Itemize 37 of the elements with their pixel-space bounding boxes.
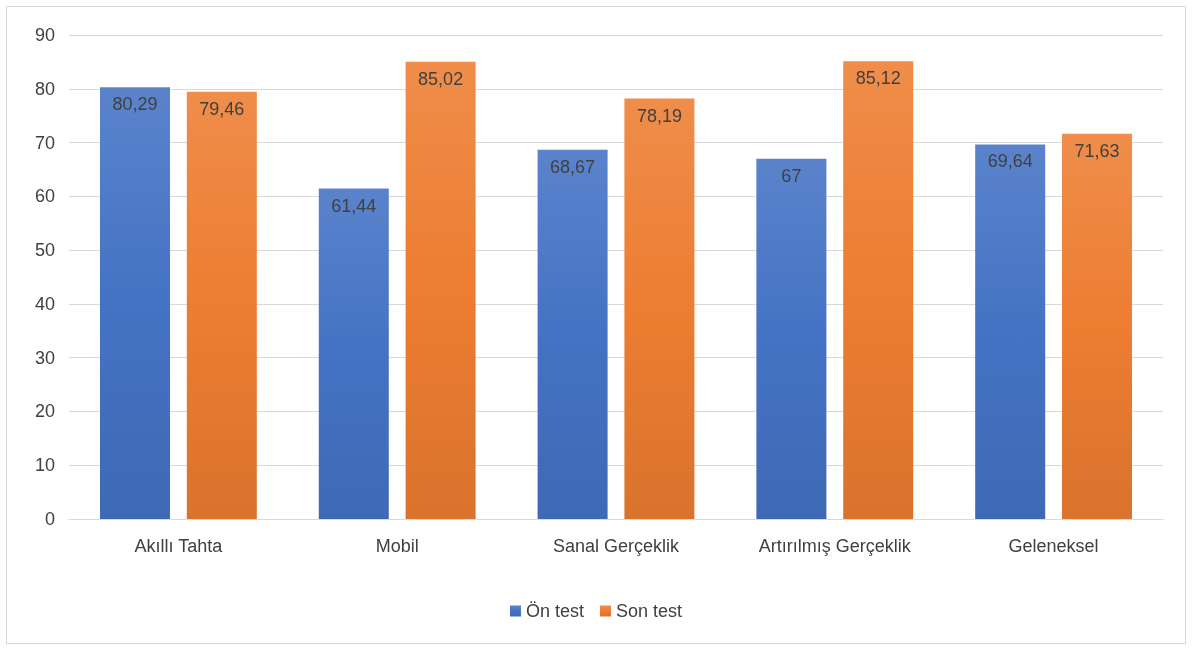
data-label: 68,67 xyxy=(550,156,596,177)
bar xyxy=(756,158,827,519)
y-tick-label: 0 xyxy=(44,509,55,529)
bar xyxy=(1062,133,1133,519)
y-tick-label: 40 xyxy=(34,293,55,314)
y-tick-label: 10 xyxy=(34,455,55,476)
data-label: 78,19 xyxy=(636,105,682,126)
y-tick-label: 60 xyxy=(34,186,55,207)
bar xyxy=(537,149,608,519)
bar xyxy=(405,61,476,519)
x-tick-label: Geleneksel xyxy=(1008,536,1099,556)
bar xyxy=(843,61,914,519)
bar xyxy=(318,188,389,519)
data-label: 79,46 xyxy=(199,98,245,119)
data-label: 85,02 xyxy=(418,68,464,89)
x-tick-label: Sanal Gerçeklik xyxy=(552,536,681,556)
x-tick-label: Akıllı Tahta xyxy=(134,536,224,556)
y-tick-label: 90 xyxy=(34,25,55,45)
x-tick-label: Mobil xyxy=(375,536,419,556)
x-tick-label: Artırılmış Gerçeklik xyxy=(758,536,912,556)
legend-label: Son test xyxy=(615,601,683,621)
bar xyxy=(624,98,695,519)
bar xyxy=(99,87,170,519)
y-tick-label: 50 xyxy=(34,240,55,261)
data-label: 71,63 xyxy=(1074,140,1120,161)
bar xyxy=(186,91,257,519)
y-tick-label: 20 xyxy=(34,401,55,422)
data-label: 85,12 xyxy=(855,68,901,89)
y-tick-label: 30 xyxy=(34,347,55,368)
data-label: 80,29 xyxy=(112,94,158,115)
data-label: 67 xyxy=(781,165,802,186)
y-tick-label: 80 xyxy=(34,78,55,99)
data-label: 61,44 xyxy=(331,195,377,216)
bar xyxy=(975,144,1046,519)
y-tick-label: 70 xyxy=(34,132,55,153)
legend-label: Ön test xyxy=(525,601,584,621)
data-label: 69,64 xyxy=(987,151,1033,172)
